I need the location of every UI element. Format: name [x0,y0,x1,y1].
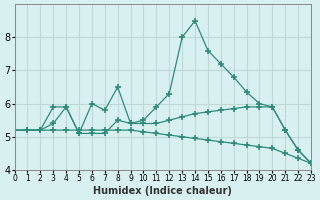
X-axis label: Humidex (Indice chaleur): Humidex (Indice chaleur) [93,186,232,196]
